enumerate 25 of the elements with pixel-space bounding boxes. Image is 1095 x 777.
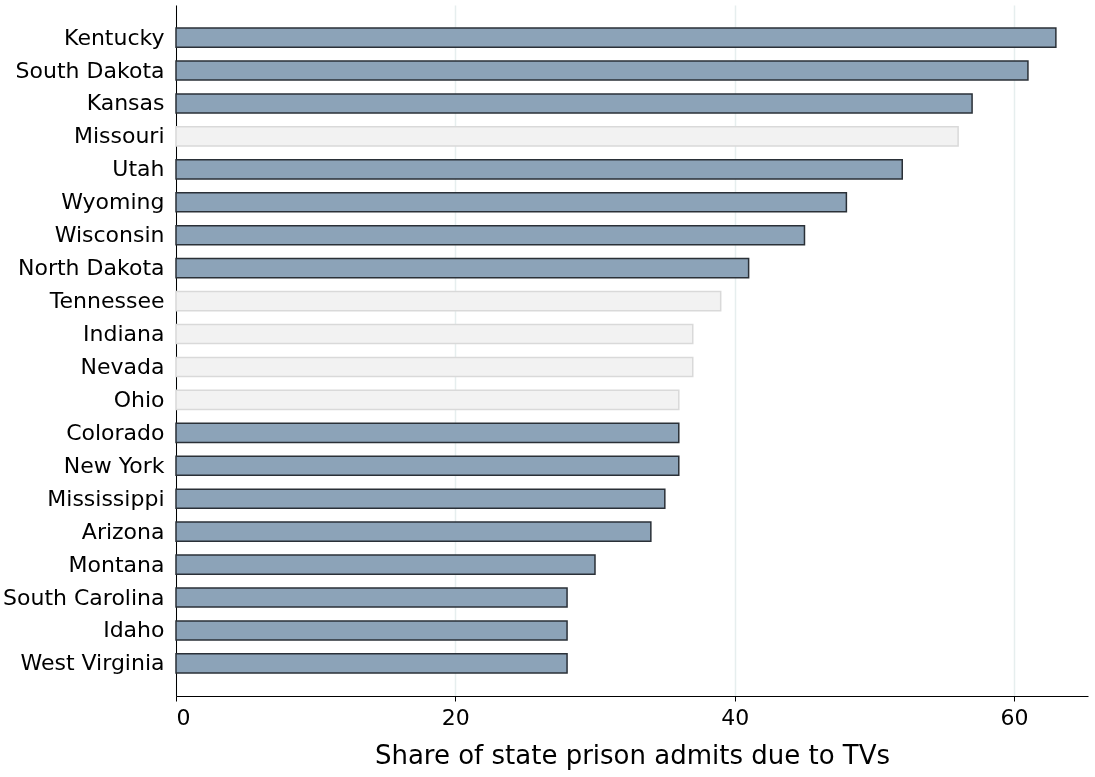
y-tick-label: Idaho (103, 617, 165, 643)
y-tick-label: South Carolina (3, 584, 165, 610)
x-tick-label: 40 (721, 704, 750, 730)
y-tick-label: North Dakota (18, 255, 165, 281)
y-tick-label: Utah (112, 156, 165, 182)
y-tick-label: Nevada (80, 353, 165, 379)
x-tick-label: 20 (441, 704, 470, 730)
y-tick-label: Indiana (83, 321, 165, 347)
x-tick-label: 0 (176, 704, 191, 730)
x-axis-title: Share of state prison admits due to TVs (374, 739, 891, 770)
y-tick-label: South Dakota (15, 57, 165, 83)
y-tick-label: Mississippi (47, 485, 165, 511)
y-tick-label: Missouri (73, 123, 165, 149)
y-tick-label: Montana (68, 551, 165, 577)
y-tick-label: Kentucky (64, 24, 165, 50)
y-tick-label: West Virginia (20, 650, 165, 676)
y-tick-label: Ohio (113, 386, 165, 412)
y-tick-label: Arizona (81, 518, 165, 544)
y-tick-label: Wisconsin (54, 222, 165, 248)
y-tick-label: Tennessee (48, 288, 165, 314)
y-tick-label: Kansas (86, 90, 165, 116)
x-tick-label: 60 (1000, 704, 1029, 730)
y-tick-label: New York (63, 452, 165, 478)
y-tick-label: Colorado (66, 419, 165, 445)
y-tick-label: Wyoming (61, 189, 165, 215)
